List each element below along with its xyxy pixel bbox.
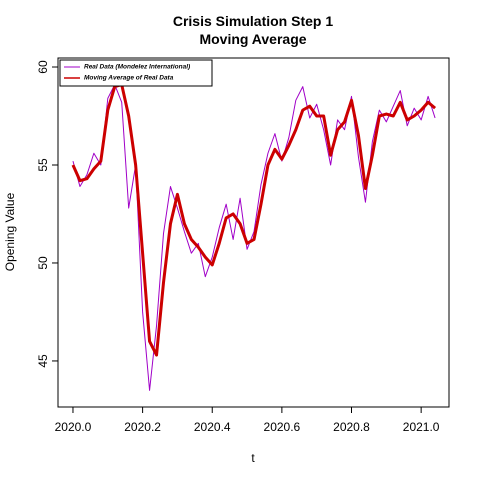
y-tick-label: 50 [36,256,50,270]
chart-title: Moving Average [199,31,306,47]
legend-label: Moving Average of Real Data [84,75,174,82]
x-tick-label: 2020.8 [333,420,370,434]
y-tick-label: 55 [36,158,50,172]
x-tick-label: 2021.0 [403,420,440,434]
y-tick-label: 60 [36,60,50,74]
chart-title: Crisis Simulation Step 1 [173,13,333,29]
x-tick-label: 2020.2 [124,420,161,434]
plot-frame [57,57,450,408]
y-axis-label: Opening Value [3,192,17,271]
x-axis-label: t [251,451,255,465]
legend-box [59,59,213,87]
x-tick-label: 2020.4 [194,420,231,434]
y-tick-label: 45 [36,354,50,368]
series-line [72,84,436,391]
x-tick-label: 2020.6 [264,420,301,434]
series-line [71,83,437,357]
legend-label: Real Data (Mondelez International) [84,64,190,71]
x-tick-label: 2020.0 [55,420,92,434]
